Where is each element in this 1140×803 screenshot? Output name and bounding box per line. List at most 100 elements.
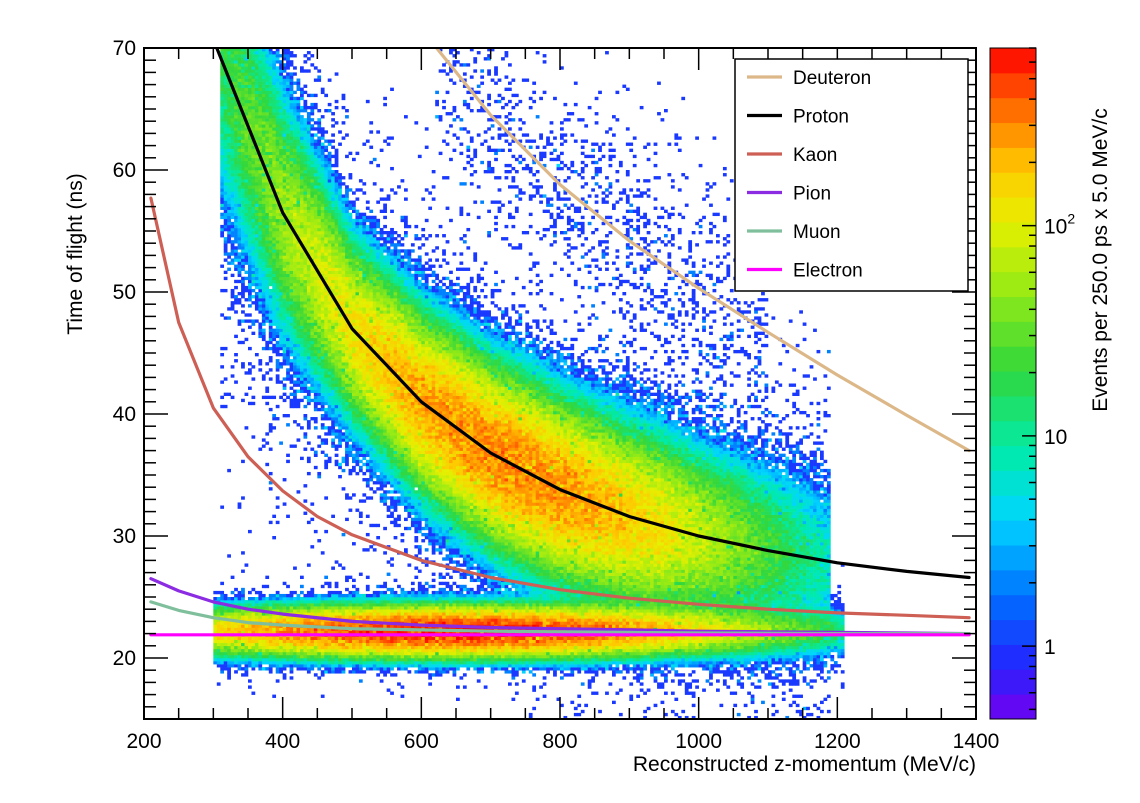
- heatmap-cell: [352, 313, 356, 316]
- heatmap-cell: [251, 216, 255, 219]
- heatmap-cell: [310, 356, 314, 359]
- heatmap-cell: [227, 176, 231, 179]
- heatmap-cell: [331, 390, 335, 393]
- heatmap-cell: [227, 179, 231, 182]
- heatmap-cell: [342, 329, 346, 332]
- heatmap-cell: [255, 237, 259, 240]
- heatmap-cell: [297, 371, 301, 374]
- heatmap-cell: [290, 207, 294, 210]
- heatmap-cell: [227, 655, 231, 658]
- heatmap-cell: [328, 371, 332, 374]
- heatmap-cell: [251, 277, 255, 280]
- heatmap-cell: [272, 124, 276, 127]
- heatmap-cell: [238, 274, 242, 277]
- heatmap-cell: [324, 94, 328, 97]
- heatmap-cell: [238, 210, 242, 213]
- heatmap-cell: [321, 341, 325, 344]
- heatmap-cell: [321, 228, 325, 231]
- heatmap-cell: [213, 612, 217, 615]
- heatmap-cell: [324, 658, 328, 661]
- heatmap-cell: [352, 423, 356, 426]
- heatmap-cell: [317, 377, 321, 380]
- heatmap-cell: [283, 609, 287, 612]
- heatmap-cell: [245, 82, 249, 85]
- heatmap-cell: [248, 194, 252, 197]
- heatmap-cell: [286, 414, 290, 417]
- heatmap-cell: [279, 274, 283, 277]
- heatmap-cell: [297, 423, 301, 426]
- heatmap-cell: [293, 399, 297, 402]
- heatmap-cell: [349, 509, 353, 512]
- heatmap-cell: [345, 423, 349, 426]
- heatmap-cell: [262, 60, 266, 63]
- heatmap-cell: [227, 554, 231, 557]
- heatmap-cell: [265, 658, 269, 661]
- heatmap-cell: [265, 188, 269, 191]
- heatmap-cell: [321, 252, 325, 255]
- heatmap-cell: [335, 243, 339, 246]
- heatmap-cell: [293, 319, 297, 322]
- heatmap-cell: [262, 258, 266, 261]
- heatmap-cell: [272, 152, 276, 155]
- heatmap-cell: [303, 499, 307, 502]
- heatmap-cell: [279, 140, 283, 143]
- heatmap-cell: [248, 649, 252, 652]
- heatmap-cell: [272, 640, 276, 643]
- heatmap-cell: [355, 377, 359, 380]
- heatmap-cell: [307, 323, 311, 326]
- heatmap-cell: [335, 560, 339, 563]
- heatmap-cell: [272, 91, 276, 94]
- heatmap-cell: [258, 362, 262, 365]
- heatmap-cell: [258, 207, 262, 210]
- heatmap-cell: [338, 295, 342, 298]
- heatmap-cell: [349, 237, 353, 240]
- heatmap-cell: [297, 292, 301, 295]
- heatmap-cell: [245, 673, 249, 676]
- heatmap-cell: [265, 100, 269, 103]
- heatmap-cell: [328, 426, 332, 429]
- heatmap-cell: [279, 103, 283, 106]
- heatmap-cell: [300, 350, 304, 353]
- heatmap-cell: [335, 280, 339, 283]
- heatmap-cell: [297, 262, 301, 265]
- heatmap-cell: [234, 194, 238, 197]
- heatmap-cell: [321, 600, 325, 603]
- heatmap-cell: [324, 310, 328, 313]
- heatmap-cell: [255, 82, 259, 85]
- heatmap-cell: [342, 377, 346, 380]
- heatmap-cell: [342, 213, 346, 216]
- heatmap-cell: [286, 66, 290, 69]
- heatmap-cell: [307, 472, 311, 475]
- heatmap-cell: [338, 377, 342, 380]
- heatmap-cell: [217, 664, 221, 667]
- heatmap-cell: [331, 313, 335, 316]
- heatmap-cell: [283, 310, 287, 313]
- heatmap-cell: [286, 255, 290, 258]
- heatmap-cell: [227, 268, 231, 271]
- heatmap-cell: [224, 649, 228, 652]
- heatmap-cell: [248, 210, 252, 213]
- heatmap-cell: [297, 204, 301, 207]
- heatmap-cell: [355, 454, 359, 457]
- heatmap-cell: [342, 667, 346, 670]
- heatmap-cell: [293, 182, 297, 185]
- heatmap-cell: [224, 57, 228, 60]
- heatmap-cell: [342, 136, 346, 139]
- heatmap-cell: [352, 542, 356, 545]
- heatmap-cell: [345, 384, 349, 387]
- heatmap-cell: [300, 338, 304, 341]
- heatmap-cell: [307, 374, 311, 377]
- heatmap-cell: [303, 179, 307, 182]
- heatmap-cell: [338, 335, 342, 338]
- heatmap-cell: [307, 344, 311, 347]
- heatmap-cell: [317, 185, 321, 188]
- heatmap-cell: [258, 240, 262, 243]
- heatmap-cell: [324, 594, 328, 597]
- heatmap-cell: [293, 265, 297, 268]
- heatmap-cell: [286, 60, 290, 63]
- heatmap-cell: [234, 240, 238, 243]
- heatmap-cell: [238, 664, 242, 667]
- heatmap-cell: [227, 612, 231, 615]
- heatmap-cell: [276, 243, 280, 246]
- heatmap-cell: [248, 326, 252, 329]
